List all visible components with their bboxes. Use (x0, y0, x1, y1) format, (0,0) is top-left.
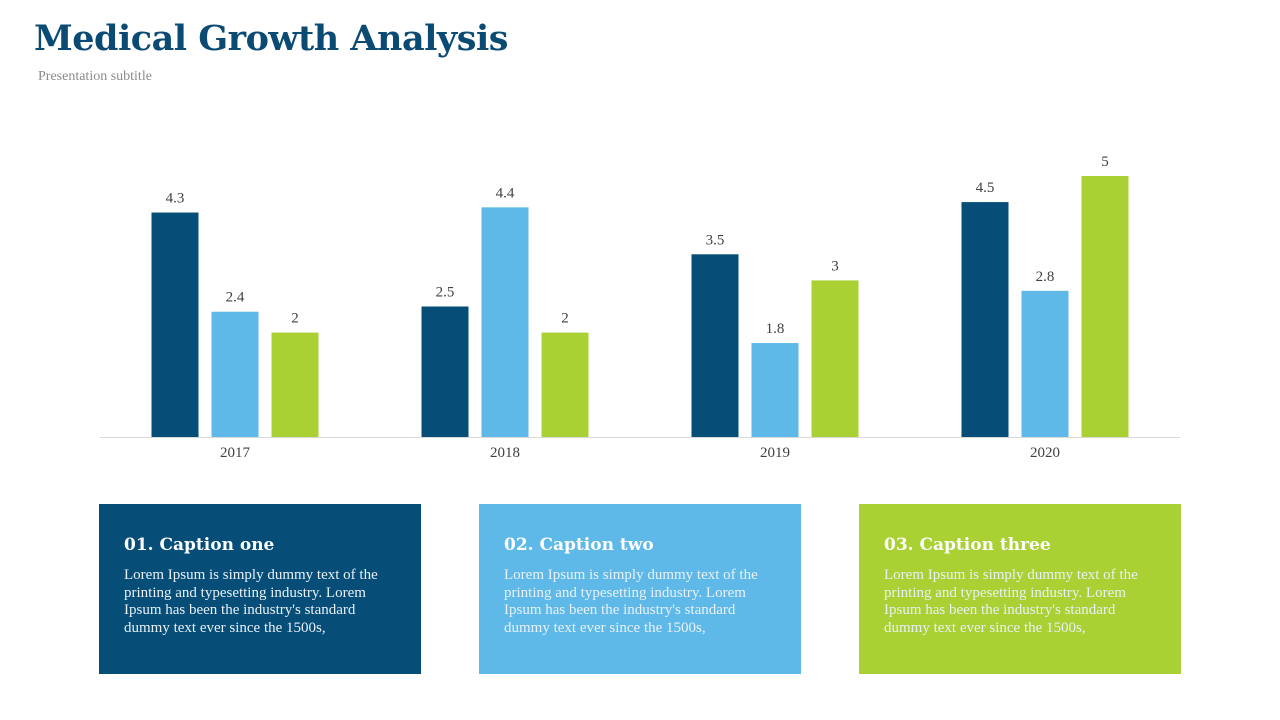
bar-2020-series-3 (1081, 176, 1129, 437)
bar-2019-series-2 (751, 343, 799, 437)
data-label: 1.8 (766, 321, 785, 337)
bar-2019-series-1 (691, 254, 739, 437)
data-label: 2.5 (436, 285, 455, 301)
data-label: 3.5 (706, 232, 725, 248)
caption-title: 02. Caption two (504, 535, 654, 555)
data-label: 4.4 (496, 185, 515, 201)
data-label: 2 (291, 311, 299, 327)
data-label: 4.3 (166, 191, 185, 207)
caption-title: 03. Caption three (884, 535, 1051, 555)
data-label: 3 (831, 258, 839, 274)
data-label: 2.4 (226, 290, 245, 306)
data-label: 2.8 (1036, 269, 1055, 285)
bar-2018-series-2 (481, 207, 529, 437)
x-tick-label: 2020 (1030, 445, 1060, 461)
bar-2017-series-3 (271, 332, 319, 437)
caption-box-one: 01. Caption one Lorem Ipsum is simply du… (99, 504, 421, 674)
bar-2019-series-3 (811, 280, 859, 437)
caption-text: Lorem Ipsum is simply dummy text of the … (884, 567, 1138, 636)
caption-box-two: 02. Caption two Lorem Ipsum is simply du… (479, 504, 801, 674)
bar-2018-series-3 (541, 332, 589, 437)
caption-box-three: 03. Caption three Lorem Ipsum is simply … (859, 504, 1181, 674)
page-title: Medical Growth Analysis (34, 18, 508, 59)
x-tick-label: 2017 (220, 445, 251, 461)
data-label: 4.5 (976, 180, 995, 196)
caption-text: Lorem Ipsum is simply dummy text of the … (504, 567, 758, 636)
x-tick-label: 2018 (490, 445, 520, 461)
bar-2020-series-1 (961, 202, 1009, 437)
data-label: 2 (561, 311, 569, 327)
bar-2017-series-1 (151, 212, 199, 437)
caption-title: 01. Caption one (124, 535, 275, 555)
bar-2017-series-2 (211, 311, 259, 437)
data-label: 5 (1101, 154, 1109, 170)
bar-chart: 4.3 2.4 2 2017 2.5 4.4 2 2018 3.5 1.8 3 2019 4.5 2.8 5… (100, 154, 1180, 461)
caption-text: Lorem Ipsum is simply dummy text of the … (124, 567, 378, 636)
x-tick-label: 2019 (760, 445, 790, 461)
bar-2020-series-2 (1021, 290, 1069, 437)
page-subtitle: Presentation subtitle (38, 69, 152, 84)
bar-2018-series-1 (421, 306, 469, 437)
